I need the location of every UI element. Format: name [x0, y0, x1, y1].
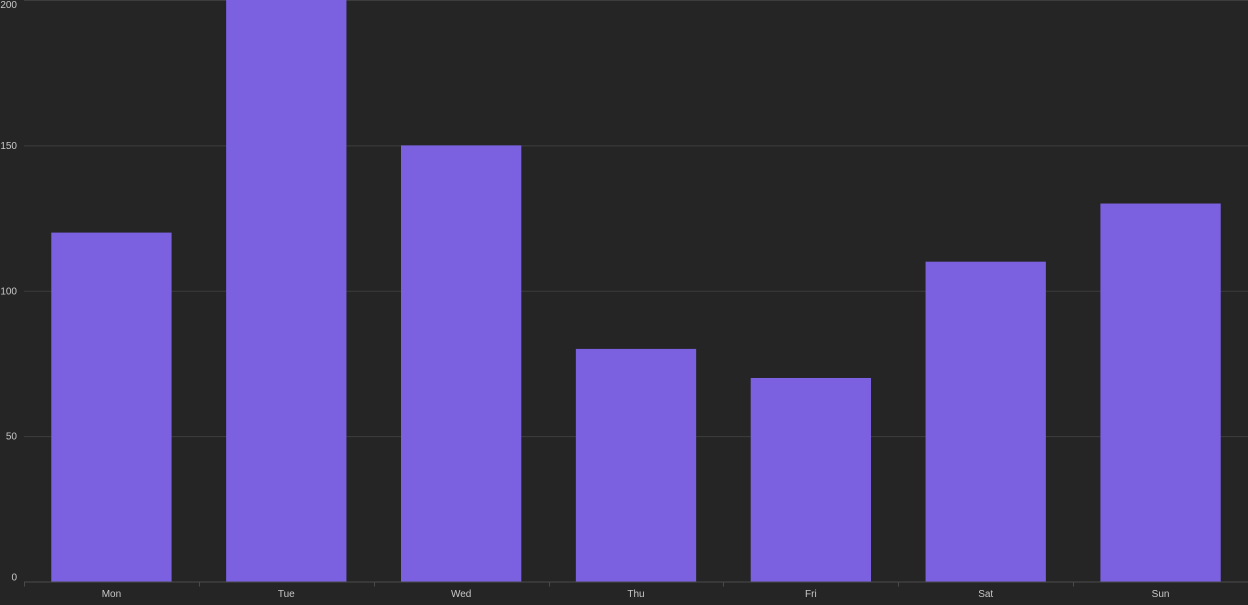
y-tick-label: 50: [6, 432, 18, 443]
x-tick-label: Sun: [1152, 589, 1170, 600]
y-tick-label: 150: [0, 141, 17, 152]
bar-mon: [51, 232, 172, 582]
x-tick-label: Thu: [627, 589, 644, 600]
bar-wed: [400, 145, 522, 582]
x-tick-label: Sat: [978, 589, 993, 600]
bar-sun: [1100, 203, 1221, 582]
x-tick-label: Fri: [805, 589, 817, 600]
y-tick-label: 200: [0, 0, 17, 11]
x-tick-label: Tue: [278, 589, 295, 600]
y-tick-label: 100: [0, 286, 17, 297]
bar-fri: [750, 377, 872, 582]
bar-tue: [226, 0, 347, 582]
axes: [24, 581, 1248, 587]
x-tick-label: Wed: [451, 589, 471, 600]
y-tick-label: 0: [11, 573, 17, 584]
bar-thu: [575, 348, 697, 582]
bar-sat: [925, 261, 1046, 582]
bars: [51, 0, 1221, 582]
tick-labels: 0 50 100 150 200 Mon Tue Wed Thu Fri Sat Sun: [0, 0, 1169, 600]
x-tick-label: Mon: [102, 589, 121, 600]
